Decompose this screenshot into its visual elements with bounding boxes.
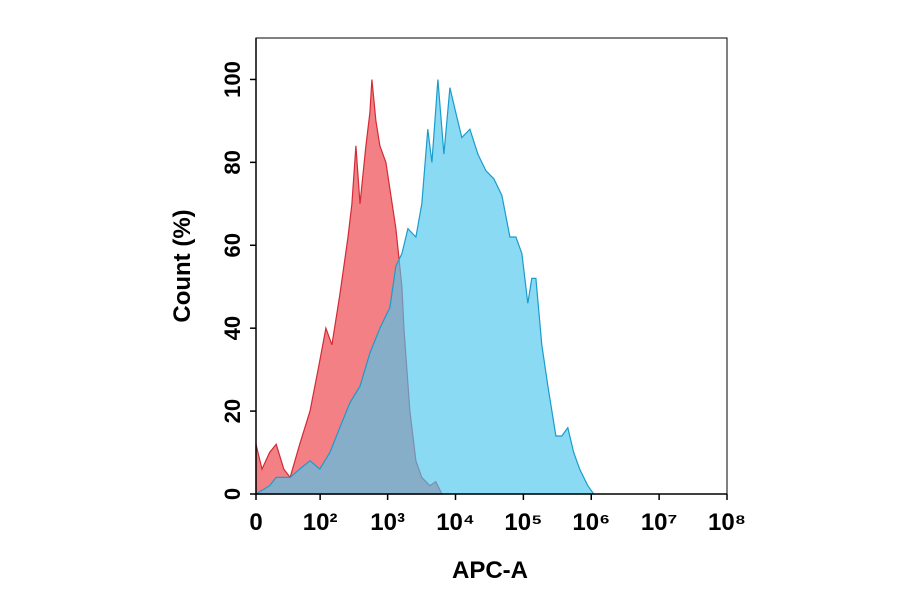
x-tick-label: 10³ [370, 509, 405, 536]
y-tick-label: 40 [220, 316, 245, 340]
histogram-area [253, 79, 595, 495]
x-tick-label: 10⁶ [572, 509, 610, 536]
x-tick-label: 10⁴ [436, 509, 475, 536]
x-tick-label: 10⁵ [504, 509, 542, 536]
y-tick-label: 60 [220, 233, 245, 257]
y-tick-label: 20 [220, 399, 245, 423]
y-axis-label: Count (%) [169, 209, 196, 322]
y-tick-label: 80 [220, 150, 245, 174]
x-tick-label: 10⁸ [708, 509, 746, 536]
x-tick-label: 0 [249, 509, 262, 536]
x-tick-label: 10² [303, 509, 338, 536]
x-tick-label: 10⁷ [641, 509, 678, 536]
y-tick-label: 0 [220, 488, 245, 500]
x-axis-label: APC-A [452, 557, 528, 584]
y-tick-label: 100 [220, 61, 245, 98]
